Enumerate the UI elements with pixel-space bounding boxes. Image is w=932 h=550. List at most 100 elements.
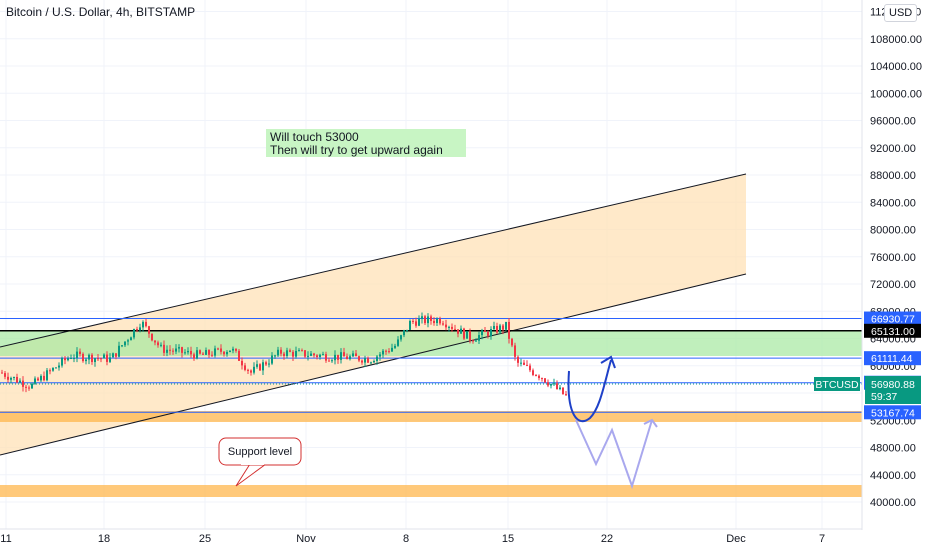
candle-body bbox=[13, 376, 15, 378]
candle-body bbox=[163, 344, 165, 353]
candle-body bbox=[181, 347, 183, 353]
candle-body bbox=[526, 364, 528, 366]
currency-button[interactable]: USD bbox=[884, 4, 918, 22]
candle-body bbox=[346, 356, 348, 360]
candle-body bbox=[82, 353, 84, 362]
last-price-value: 56980.88 bbox=[871, 379, 915, 391]
price-tick-label: 72000.00 bbox=[870, 279, 916, 291]
candle-body bbox=[202, 353, 204, 355]
time-axis[interactable]: 11 18 25 Nov 8 15 22 Dec 7 bbox=[0, 533, 825, 545]
candle-body bbox=[361, 360, 363, 363]
chart-title: Bitcoin / U.S. Dollar, 4h, BITSTAMP bbox=[6, 5, 196, 19]
candle-body bbox=[22, 380, 24, 387]
price-tick-label: 108000.00 bbox=[870, 34, 922, 46]
candle-body bbox=[217, 348, 219, 350]
candle-body bbox=[283, 353, 285, 356]
price-tick-label: 76000.00 bbox=[870, 252, 916, 264]
candle-body bbox=[166, 349, 168, 353]
candle-body bbox=[175, 348, 177, 352]
candle-body bbox=[169, 349, 171, 351]
time-tick-label: 7 bbox=[819, 533, 825, 545]
candle-body bbox=[457, 329, 459, 334]
candle-body bbox=[184, 352, 186, 354]
candle-body bbox=[142, 321, 144, 328]
candle-body bbox=[247, 369, 249, 371]
price-tick-label: 100000.00 bbox=[870, 88, 922, 100]
candle-body bbox=[466, 331, 468, 339]
candle-body bbox=[76, 351, 78, 358]
candle-body bbox=[451, 326, 453, 329]
candle-body bbox=[292, 351, 294, 357]
candle-body bbox=[85, 359, 87, 362]
candle-body bbox=[553, 383, 555, 385]
candle-body bbox=[91, 354, 93, 363]
price-tick-label: 44000.00 bbox=[870, 470, 916, 482]
candle-body bbox=[481, 330, 483, 336]
candle-body bbox=[64, 358, 66, 361]
candle-body bbox=[79, 351, 81, 354]
candle-body bbox=[331, 360, 333, 362]
candle-body bbox=[127, 340, 129, 342]
candle-body bbox=[31, 383, 33, 389]
candle-body bbox=[19, 380, 21, 383]
candle-body bbox=[442, 323, 444, 325]
candle-body bbox=[364, 358, 366, 363]
candle-body bbox=[376, 356, 378, 361]
candle-body bbox=[298, 350, 300, 352]
candle-body bbox=[262, 362, 264, 371]
projection-path-faint bbox=[575, 419, 653, 490]
candle-body bbox=[382, 350, 384, 355]
candle-body bbox=[424, 316, 426, 324]
time-tick-label: 15 bbox=[502, 533, 514, 545]
candle-body bbox=[61, 358, 63, 366]
candle-body bbox=[319, 354, 321, 358]
candle-body bbox=[427, 316, 429, 324]
candle-body bbox=[70, 358, 72, 360]
candle-body bbox=[337, 354, 339, 360]
candle-body bbox=[397, 339, 399, 346]
candle-body bbox=[385, 350, 387, 352]
candle-body bbox=[103, 354, 105, 359]
candle-body bbox=[322, 354, 324, 356]
candle-body bbox=[430, 316, 432, 321]
price-label-text: 66930.77 bbox=[871, 314, 915, 326]
candle-body bbox=[193, 354, 195, 359]
annotation-line-2: Then will try to get upward again bbox=[270, 143, 443, 157]
candle-body bbox=[229, 350, 231, 353]
candle-body bbox=[478, 335, 480, 341]
price-tick-label: 80000.00 bbox=[870, 225, 916, 237]
candle-body bbox=[46, 370, 48, 381]
candle-body bbox=[493, 325, 495, 330]
price-tick-label: 92000.00 bbox=[870, 143, 916, 155]
candle-body bbox=[43, 375, 45, 381]
annotation-box[interactable] bbox=[266, 129, 466, 157]
price-label-tag bbox=[864, 311, 921, 326]
candle-body bbox=[205, 350, 207, 355]
candle-body bbox=[301, 350, 303, 352]
candle-body bbox=[112, 353, 114, 358]
candle-body bbox=[208, 350, 210, 355]
candle-body bbox=[334, 354, 336, 361]
candle-body bbox=[253, 366, 255, 373]
candle-body bbox=[295, 350, 297, 357]
symbol-tag-text: BTCUSD bbox=[815, 379, 859, 391]
candle-body bbox=[508, 321, 510, 339]
candle-body bbox=[310, 353, 312, 356]
candle-body bbox=[124, 341, 126, 346]
candle-body bbox=[307, 355, 309, 357]
candle-body bbox=[367, 358, 369, 363]
channel-fill bbox=[0, 174, 746, 455]
candle-body bbox=[565, 394, 567, 396]
price-axis[interactable]: 112000.00108000.00104000.00100000.009600… bbox=[870, 7, 922, 510]
candle-body bbox=[523, 362, 525, 365]
candle-body bbox=[223, 351, 225, 355]
candle-body bbox=[352, 353, 354, 357]
candle-body bbox=[199, 350, 201, 354]
candle-body bbox=[34, 378, 36, 384]
time-tick-label: 25 bbox=[199, 533, 211, 545]
candle-body bbox=[25, 386, 27, 388]
candle-body bbox=[400, 335, 402, 340]
candle-body bbox=[73, 357, 75, 359]
candle-body bbox=[472, 340, 474, 342]
